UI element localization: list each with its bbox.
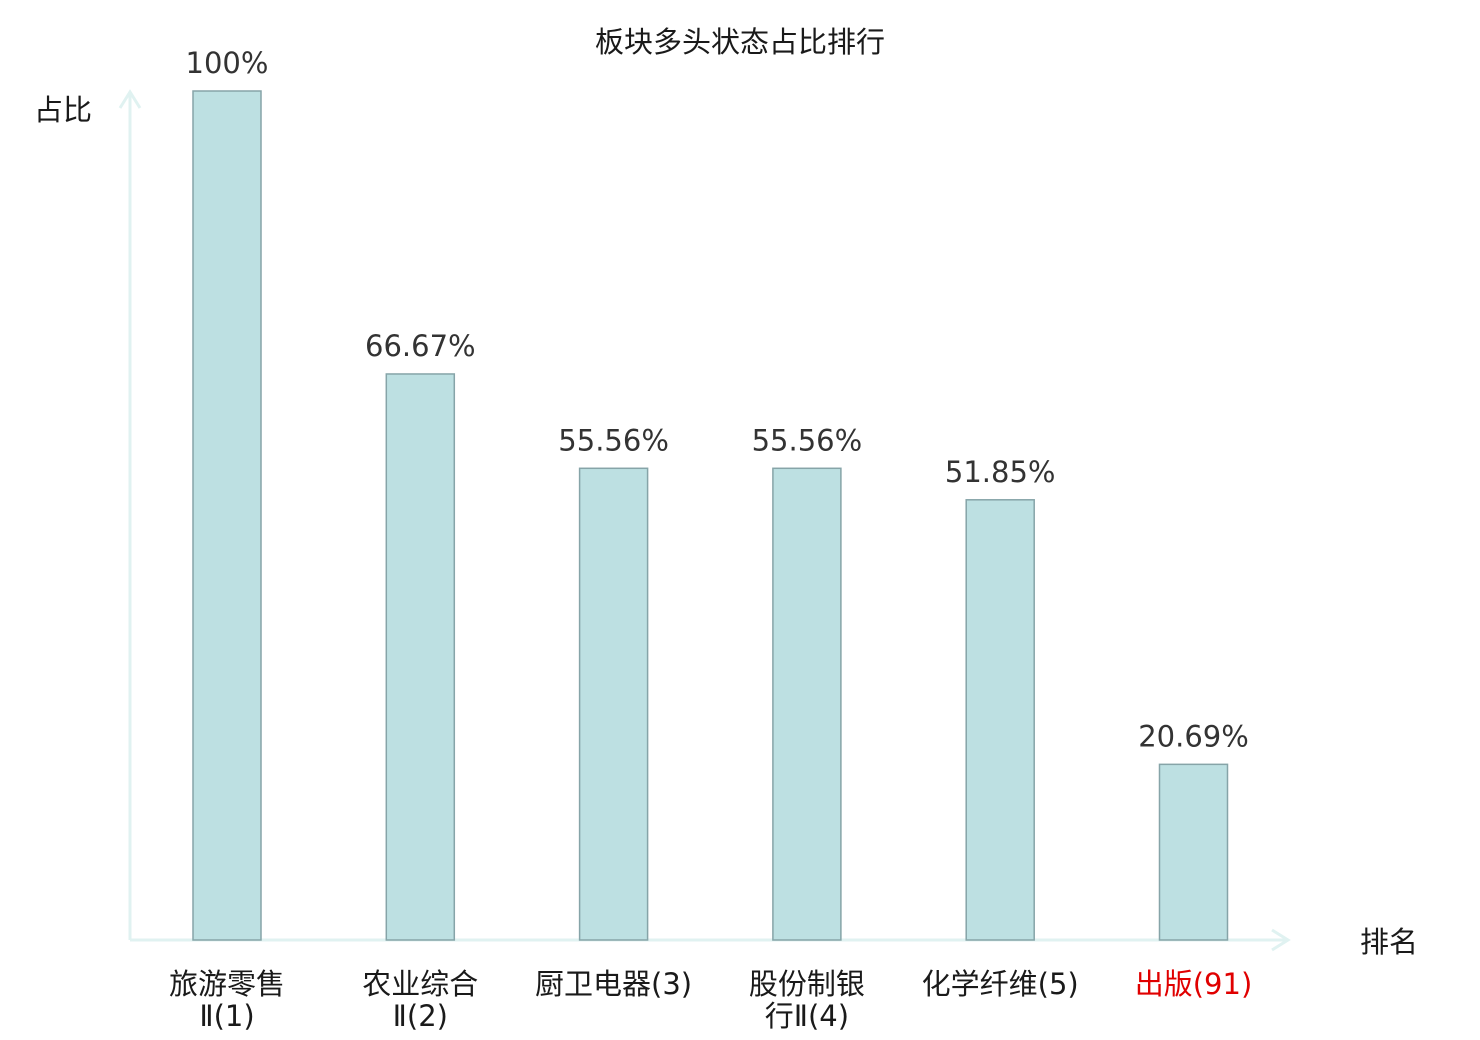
value-label-1: 100%: [186, 46, 269, 80]
value-label-2: 66.67%: [365, 329, 476, 363]
category-label-1: 旅游零售 Ⅱ(1): [169, 967, 285, 1033]
category-label-4: 股份制银行Ⅱ(4): [749, 967, 865, 1033]
y-axis-label: 占比: [34, 93, 92, 127]
bars-group: [192, 90, 1229, 941]
category-label-2: 农业综合 Ⅱ(2): [362, 967, 478, 1033]
value-label-5: 51.85%: [945, 455, 1056, 489]
value-label-3: 55.56%: [558, 423, 669, 457]
bar-1: [192, 90, 262, 941]
value-label-6: 20.69%: [1138, 719, 1249, 753]
bar-3: [578, 467, 649, 941]
x-axis-label: 排名: [1360, 925, 1418, 959]
bar-2: [385, 373, 456, 941]
category-label-5: 化学纤维(5): [922, 967, 1079, 1001]
chart-title: 板块多头状态占比排行: [595, 25, 885, 59]
value-labels-group: 100% 66.67% 55.56% 55.56% 51.85% 20.69%: [186, 46, 1249, 753]
category-label-3: 厨卫电器(3): [535, 967, 692, 1001]
y-axis-arrow: [118, 89, 142, 109]
bar-5: [965, 499, 1035, 941]
category-labels-group: 旅游零售 Ⅱ(1) 农业综合 Ⅱ(2) 厨卫电器(3) 股份制银行Ⅱ(4) 化学纤维(5) 出…: [169, 967, 1252, 1033]
bar-6: [1158, 763, 1229, 941]
value-label-4: 55.56%: [752, 423, 863, 457]
category-label-6: 出版(91): [1135, 967, 1253, 1001]
axes: [118, 89, 1291, 952]
bar-4: [772, 467, 842, 941]
x-axis-arrow: [1271, 928, 1291, 952]
